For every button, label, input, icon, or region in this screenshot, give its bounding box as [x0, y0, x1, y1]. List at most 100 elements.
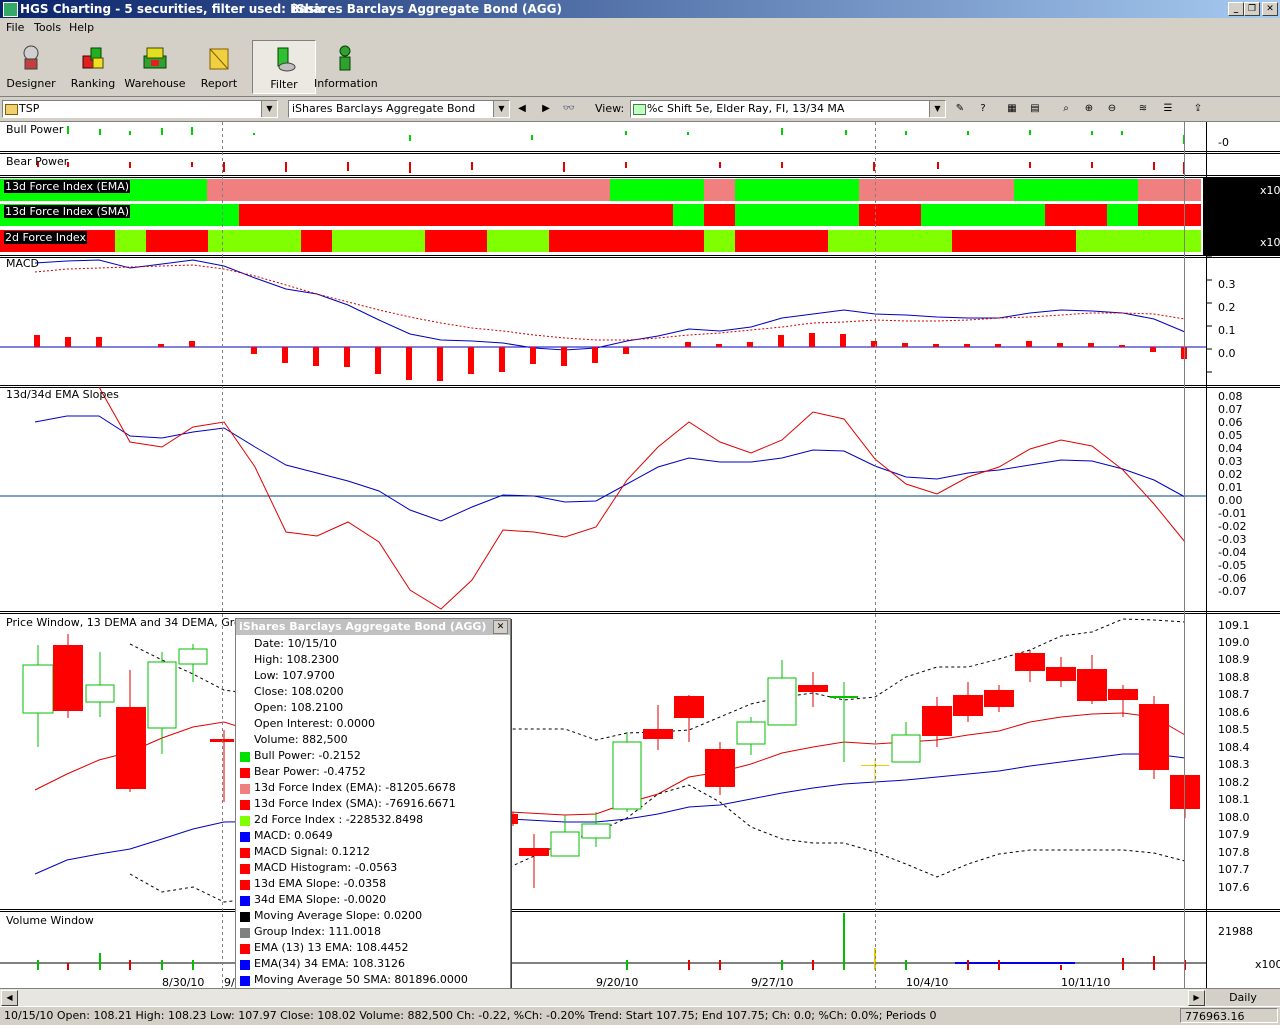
warehouse-label: Warehouse [124, 77, 186, 90]
axis-tick: 107.8 [1218, 846, 1250, 859]
popup-close-button[interactable]: ✕ [493, 620, 508, 634]
bull-axis-value: -0 [1218, 136, 1229, 149]
popup-line: Open Interest: 0.0000 [254, 717, 375, 730]
legend-swatch [240, 864, 250, 874]
axis-tick: 108.8 [1218, 671, 1250, 684]
help-icon[interactable]: ? [980, 103, 986, 114]
date-label: 9/ [224, 976, 235, 989]
axis-tick: 0.00 [1218, 494, 1243, 507]
popup-title: iShares Barclays Aggregate Bond (AGG) [239, 620, 487, 633]
legend-swatch [240, 896, 250, 906]
view-edit-icon[interactable]: ✎ [955, 103, 965, 114]
main-toolbar: Designer Ranking Warehouse Report Filter… [0, 38, 1280, 97]
popup-header[interactable]: iShares Barclays Aggregate Bond (AGG) ✕ [236, 619, 510, 635]
properties-icon[interactable]: ▦ [1007, 103, 1017, 114]
designer-button[interactable]: Designer [0, 40, 62, 92]
slopes-label: 13d/34d EMA Slopes [6, 388, 119, 401]
popup-line: EMA(34) 34 EMA: 108.3126 [254, 957, 405, 970]
chevron-down-icon[interactable]: ▼ [261, 101, 277, 117]
prev-security-button[interactable]: ◀ [518, 103, 526, 114]
popup-line: Volume: 882,500 [254, 733, 348, 746]
date-label: 10/4/10 [906, 976, 949, 989]
axis-tick: 108.3 [1218, 758, 1250, 771]
date-label: 9/27/10 [751, 976, 794, 989]
popup-line: Group Index: 111.0018 [254, 925, 381, 938]
warehouse-icon [143, 47, 167, 69]
report-icon [209, 48, 229, 70]
axis-tick: -0.07 [1218, 585, 1247, 598]
app-icon [3, 2, 18, 17]
find-binoculars-icon[interactable]: 👓 [562, 103, 576, 114]
popup-line: 2d Force Index : -228532.8498 [254, 813, 424, 826]
minimize-button[interactable]: _ [1228, 2, 1244, 16]
legend-swatch [240, 816, 250, 826]
horizontal-scrollbar[interactable]: ◀ ▶ [0, 988, 1206, 1006]
security-title: iShares Barclays Aggregate Bond (AGG) [292, 2, 562, 16]
legend-swatch [240, 848, 250, 858]
warehouse-button[interactable]: Warehouse [124, 40, 186, 92]
ranking-label: Ranking [70, 77, 116, 90]
edit-icon[interactable]: ▤ [1030, 103, 1040, 114]
chart-icon [633, 104, 646, 115]
bear-power-label: Bear Power [6, 155, 69, 168]
macd-label: MACD [6, 257, 39, 270]
ranking-button[interactable]: Ranking [62, 40, 124, 92]
next-security-button[interactable]: ▶ [542, 103, 550, 114]
fi-2d-label: 2d Force Index [4, 231, 88, 244]
list-icon[interactable]: ☰ [1163, 103, 1173, 114]
view-label: View: [595, 102, 625, 115]
chevron-down-icon[interactable]: ▼ [929, 101, 945, 117]
restore-button[interactable]: ❐ [1244, 2, 1260, 16]
legend-swatch [240, 944, 250, 954]
axis-tick: 0.07 [1218, 403, 1243, 416]
view-select-value: %c Shift 5e, Elder Ray, FI, 13/34 MA [647, 102, 845, 115]
view-select[interactable]: %c Shift 5e, Elder Ray, FI, 13/34 MA ▼ [630, 100, 946, 118]
axis-tick: 107.7 [1218, 863, 1250, 876]
menu-bar: File Tools Help [0, 18, 1280, 38]
axis-tick: 0.04 [1218, 442, 1243, 455]
axis-tick: 0.01 [1218, 481, 1243, 494]
report-button[interactable]: Report [188, 40, 250, 92]
designer-label: Designer [6, 77, 56, 90]
zoom-icon[interactable]: ⌕ [1063, 103, 1069, 114]
popup-line: 34d EMA Slope: -0.0020 [254, 893, 387, 906]
scroll-right-button[interactable]: ▶ [1188, 990, 1205, 1006]
information-button[interactable]: Information [314, 40, 378, 92]
axis-tick: 107.9 [1218, 828, 1250, 841]
date-label: 9/20/10 [596, 976, 639, 989]
export-icon[interactable]: ⇪ [1193, 103, 1203, 114]
axis-tick: 0.2 [1218, 301, 1236, 314]
axis-tick: 107.6 [1218, 881, 1250, 894]
security-select[interactable]: iShares Barclays Aggregate Bond ▼ [288, 100, 510, 118]
close-button[interactable]: ✕ [1262, 2, 1278, 16]
axis-tick: 0.06 [1218, 416, 1243, 429]
fi-2d-mult: x10 [1260, 236, 1280, 249]
filter-button[interactable]: Filter [252, 40, 316, 94]
menu-file[interactable]: File [6, 21, 25, 34]
period-select[interactable]: Daily [1206, 988, 1280, 1006]
information-icon [339, 45, 351, 71]
group-select[interactable]: TSP ▼ [2, 100, 278, 118]
menu-help[interactable]: Help [69, 21, 95, 34]
chart-area[interactable]: Bull Power Bear Power 13d Force Index (E… [0, 122, 1280, 989]
bull-power-label: Bull Power [6, 123, 64, 136]
fi-ema-label: 13d Force Index (EMA) [4, 180, 131, 193]
price-window-label: Price Window, 13 DEMA and 34 DEMA, Group [6, 616, 255, 629]
chevron-down-icon[interactable]: ▼ [493, 101, 509, 117]
title-bar: HGS Charting - 5 securities, filter used… [0, 0, 1280, 18]
designer-icon [23, 45, 39, 70]
menu-tools[interactable]: Tools [34, 21, 62, 34]
zoom-in-icon[interactable]: ⊕ [1084, 103, 1094, 114]
legend-swatch [240, 880, 250, 890]
axis-tick: -0.06 [1218, 572, 1247, 585]
status-text: 10/15/10 Open: 108.21 High: 108.23 Low: … [4, 1009, 937, 1022]
popup-line: 13d Force Index (SMA): -76916.6671 [254, 797, 456, 810]
window-title: HGS Charting - 5 securities, filter used… [20, 2, 326, 16]
legend-swatch [240, 976, 250, 986]
legend-swatch [240, 752, 250, 762]
scroll-left-button[interactable]: ◀ [1, 990, 18, 1006]
zoom-out-icon[interactable]: ⊖ [1107, 103, 1117, 114]
popup-line: 13d EMA Slope: -0.0358 [254, 877, 387, 890]
axis-tick: -0.01 [1218, 507, 1247, 520]
lines-icon[interactable]: ≋ [1138, 103, 1148, 114]
